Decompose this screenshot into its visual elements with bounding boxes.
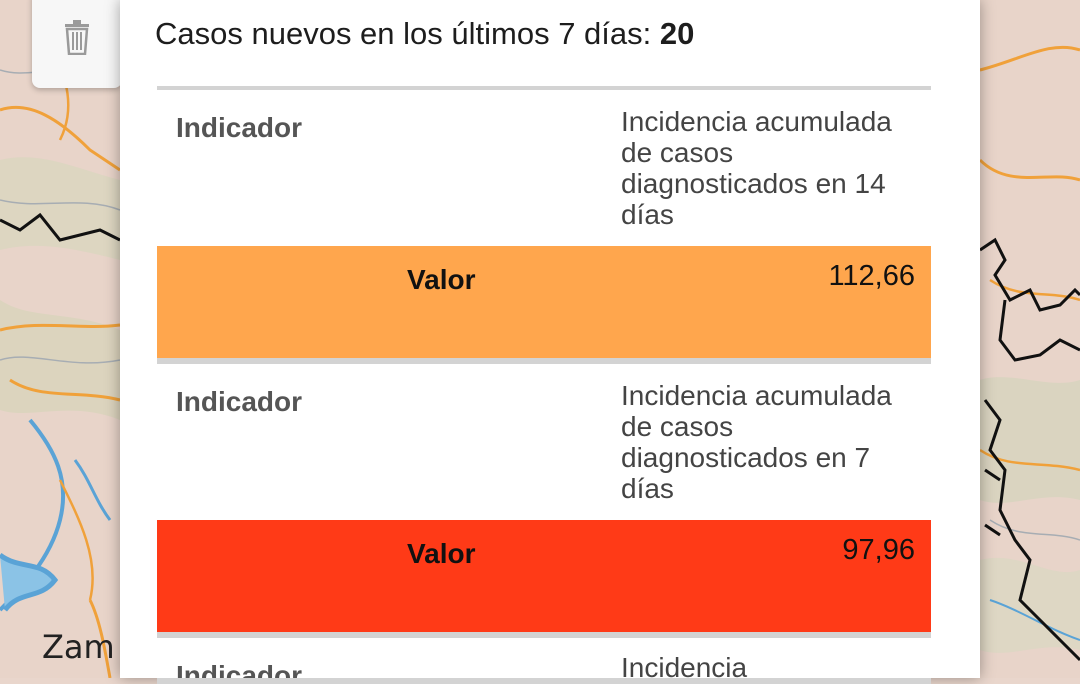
indicator-row: Indicador Incidencia acumulada de casos … [157, 364, 931, 520]
map-place-label: Zam [42, 628, 115, 666]
value-label: Valor [407, 538, 476, 569]
info-popup: Casos nuevos en los últimos 7 días: 20 I… [120, 0, 980, 684]
new-cases-label: Casos nuevos en los últimos 7 días: [155, 16, 652, 51]
delete-button[interactable] [32, 0, 122, 88]
trash-icon [62, 19, 92, 60]
new-cases-summary: Casos nuevos en los últimos 7 días: 20 [155, 16, 694, 52]
value-row: Valor 112,66 [157, 246, 931, 358]
indicator-table: Indicador Incidencia acumulada de casos … [157, 364, 931, 632]
indicator-label: Indicador [176, 660, 303, 678]
new-cases-value: 20 [659, 16, 695, 51]
value-label: Valor [407, 264, 476, 295]
value-number: 97,96 [842, 534, 915, 566]
indicator-label: Indicador [176, 386, 303, 417]
indicator-row: Indicador Incidencia [157, 638, 931, 678]
indicator-text: Incidencia acumulada de casos diagnostic… [621, 106, 892, 230]
value-row: Valor 97,96 [157, 520, 931, 632]
indicator-text: Incidencia [621, 652, 748, 678]
value-number: 112,66 [828, 260, 915, 292]
indicator-tables: Indicador Incidencia acumulada de casos … [157, 86, 931, 684]
indicator-table: Indicador Incidencia [157, 638, 931, 678]
indicator-row: Indicador Incidencia acumulada de casos … [157, 90, 931, 246]
indicator-text: Incidencia acumulada de casos diagnostic… [621, 380, 892, 504]
indicator-label: Indicador [176, 112, 303, 143]
indicator-table: Indicador Incidencia acumulada de casos … [157, 90, 931, 358]
